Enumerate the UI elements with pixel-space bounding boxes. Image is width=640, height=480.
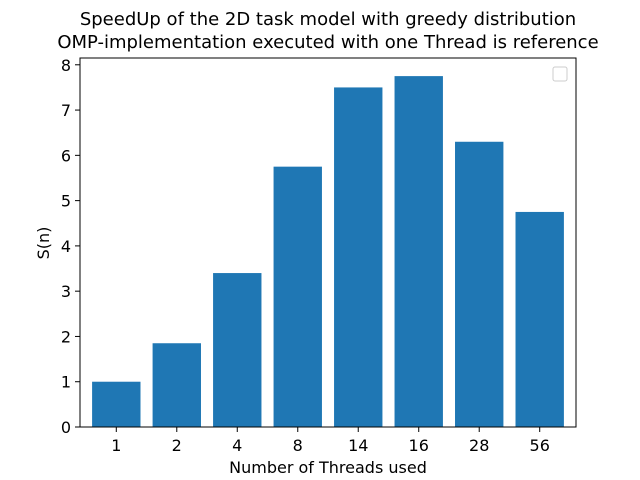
bar-threads-2 <box>152 343 201 427</box>
y-axis-label: S(n) <box>34 227 53 260</box>
y-tick-label: 2 <box>61 327 71 346</box>
x-tick-label: 4 <box>232 436 242 455</box>
bar-threads-8 <box>273 166 322 427</box>
y-tick-label: 4 <box>61 237 71 256</box>
x-tick-label: 8 <box>293 436 303 455</box>
y-tick-label: 7 <box>61 101 71 120</box>
bar-threads-16 <box>394 76 443 428</box>
x-tick-label: 56 <box>530 436 550 455</box>
y-axis-ticks: 0 1 2 3 4 5 6 7 8 <box>61 56 80 437</box>
plot-frame <box>79 57 577 428</box>
bar-threads-4 <box>213 273 262 427</box>
chart-title: SpeedUp of the 2D task model with greedy… <box>80 9 576 30</box>
x-axis-ticks: 1 2 4 8 14 16 28 56 <box>111 427 550 455</box>
bars-group <box>92 76 564 428</box>
chart-subtitle: OMP-implementation executed with one Thr… <box>57 32 598 53</box>
y-tick-label: 5 <box>61 192 71 211</box>
y-tick-label: 3 <box>61 282 71 301</box>
bar-threads-1 <box>92 381 141 427</box>
x-tick-label: 1 <box>111 436 121 455</box>
y-tick-label: 6 <box>61 146 71 165</box>
bar-threads-56 <box>515 211 564 427</box>
x-tick-label: 16 <box>409 436 429 455</box>
x-tick-label: 14 <box>348 436 368 455</box>
bar-threads-14 <box>334 87 383 428</box>
x-axis-label: Number of Threads used <box>229 458 427 477</box>
y-tick-label: 1 <box>61 373 71 392</box>
legend-box <box>552 66 568 82</box>
y-tick-label: 8 <box>61 56 71 75</box>
x-tick-label: 28 <box>469 436 489 455</box>
y-tick-label: 0 <box>61 418 71 437</box>
bar-threads-28 <box>455 141 504 427</box>
x-tick-label: 2 <box>172 436 182 455</box>
